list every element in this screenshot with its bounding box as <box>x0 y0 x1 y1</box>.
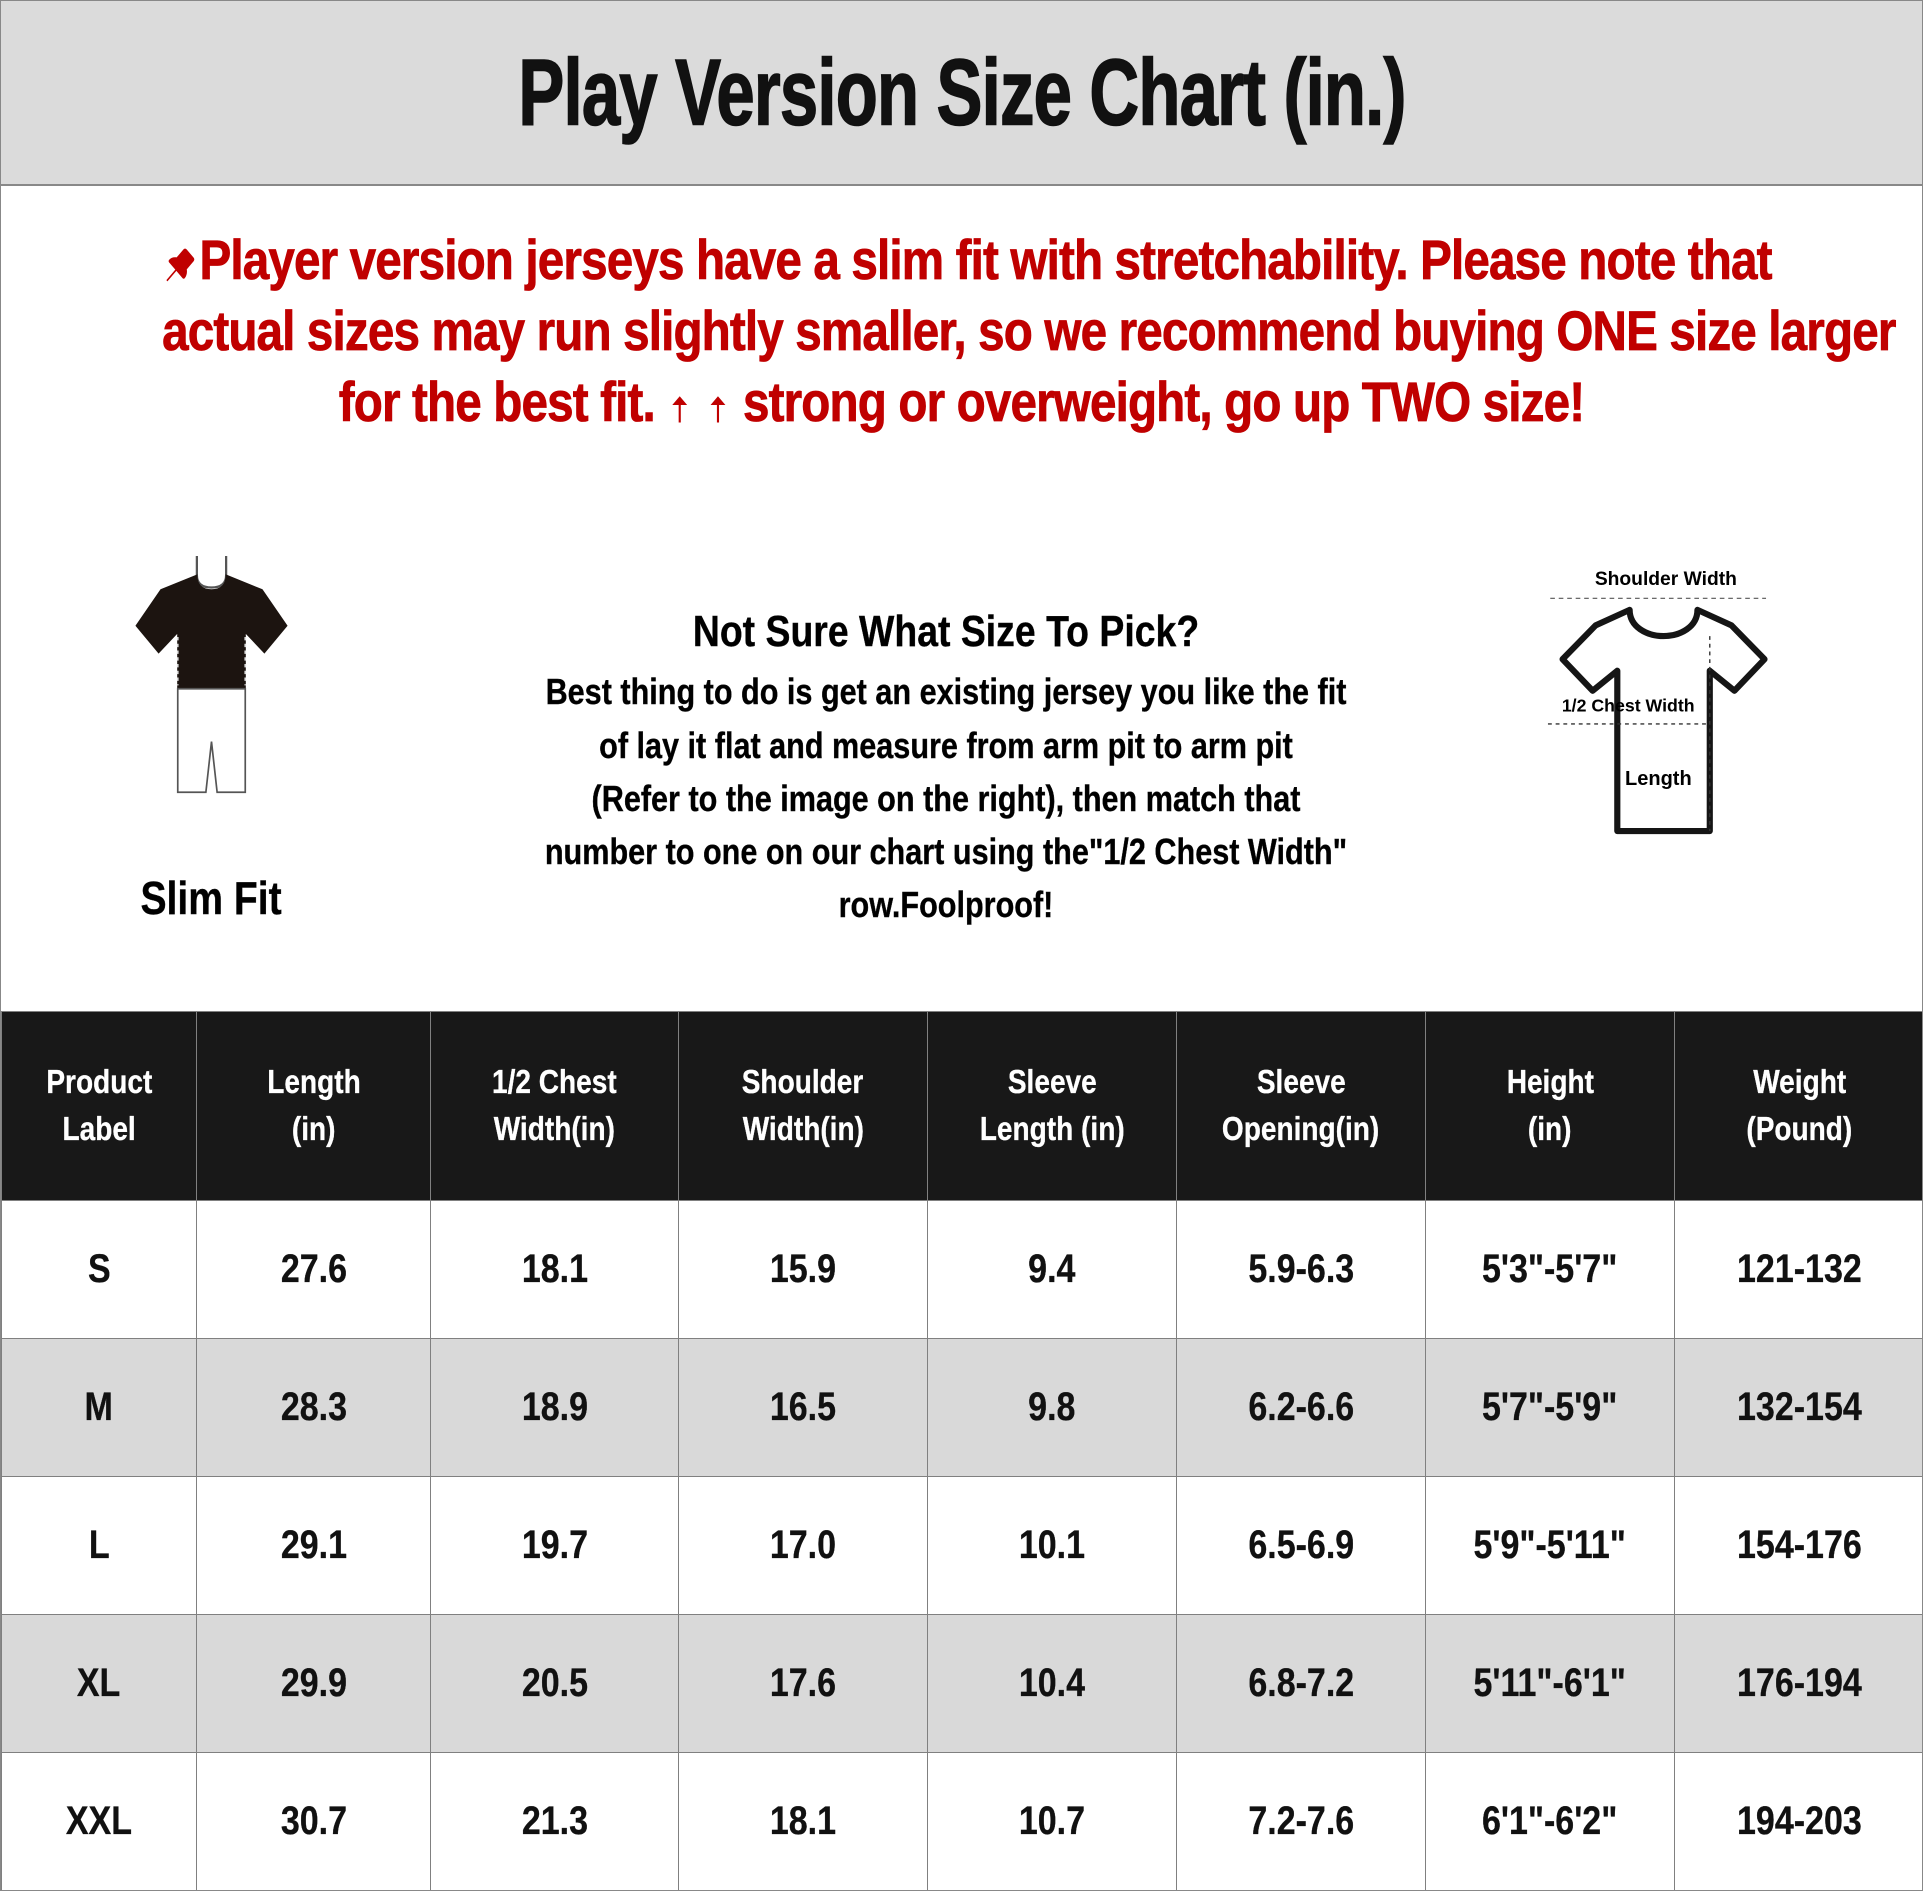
svg-text:Length: Length <box>1625 768 1692 790</box>
svg-text:Shoulder Width: Shoulder Width <box>1595 570 1737 591</box>
svg-text:1/2 Chest Width: 1/2 Chest Width <box>1562 696 1695 716</box>
